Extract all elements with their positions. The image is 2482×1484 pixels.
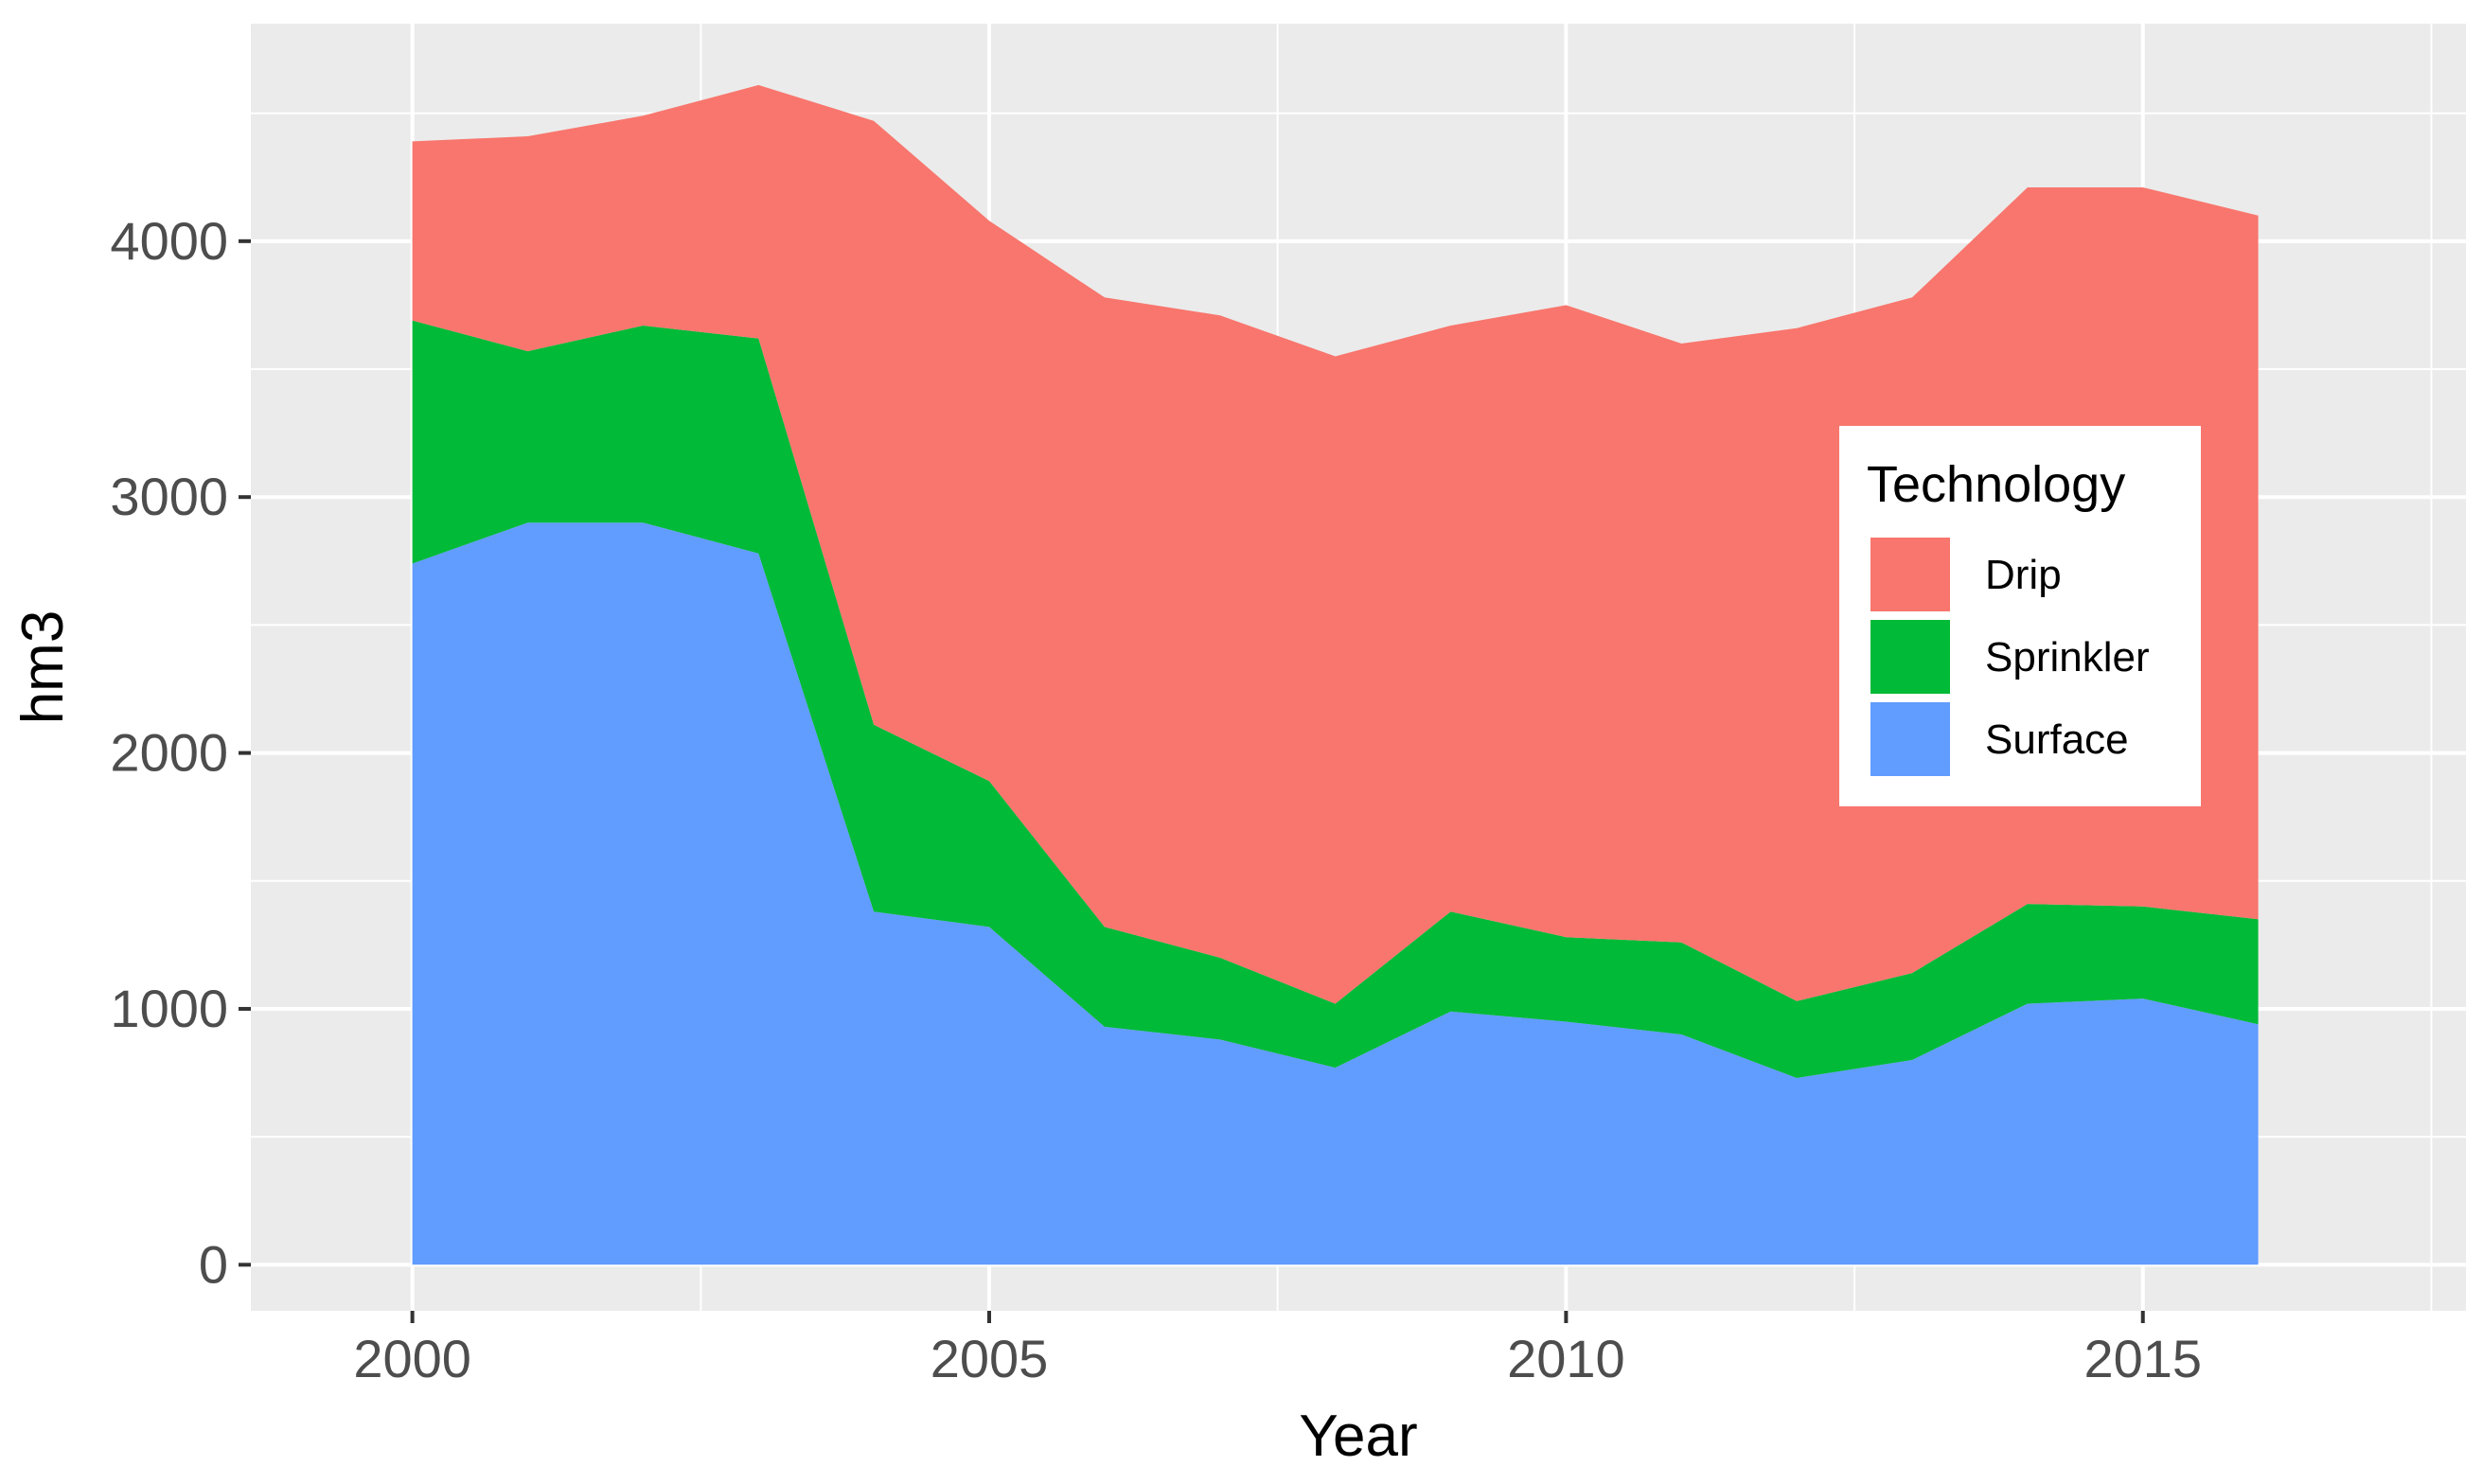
y-tick-label: 1000 (110, 979, 228, 1038)
legend-label-surface: Surface (1985, 716, 2129, 763)
x-axis-title: Year (1299, 1404, 1417, 1469)
area-drip (412, 84, 2259, 1004)
y-axis: 0 1000 2000 3000 4000 (110, 211, 251, 1294)
x-tick-label: 2015 (2083, 1329, 2202, 1388)
area-series-group (412, 84, 2259, 1265)
area-surface (412, 522, 2259, 1265)
legend-key-surface (1870, 702, 1950, 776)
legend-label-drip: Drip (1985, 552, 2062, 598)
legend-key-drip (1870, 538, 1950, 611)
legend-label-sprinkler: Sprinkler (1985, 634, 2150, 680)
legend: Technology Drip Sprinkler Surface (1839, 426, 2201, 806)
y-tick-label: 4000 (110, 211, 228, 271)
x-tick-label: 2000 (353, 1329, 471, 1388)
y-tick-label: 3000 (110, 467, 228, 526)
x-tick-label: 2005 (931, 1329, 1049, 1388)
legend-title: Technology (1867, 456, 2125, 513)
x-tick-label: 2010 (1507, 1329, 1625, 1388)
y-tick-label: 0 (199, 1234, 228, 1294)
y-axis-title: hm3 (10, 610, 76, 725)
area-sprinkler (412, 320, 2259, 1079)
x-axis: 2000 2005 2010 2015 (353, 1311, 2202, 1388)
legend-key-sprinkler (1870, 620, 1950, 694)
y-tick-label: 2000 (110, 723, 228, 783)
